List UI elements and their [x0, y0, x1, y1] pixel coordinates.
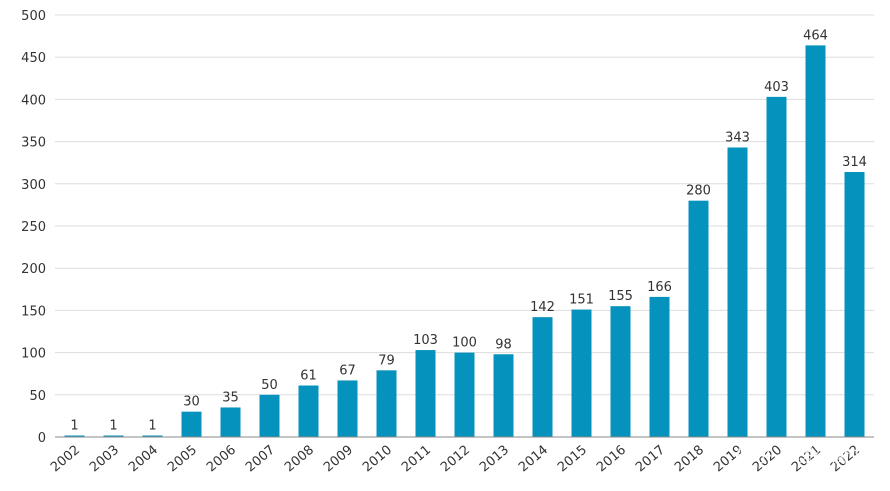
x-tick-label: 2013	[477, 443, 512, 476]
bar-2015	[571, 309, 592, 437]
x-tick-label: 2011	[399, 443, 434, 476]
y-tick-label: 450	[21, 51, 46, 66]
x-tick-label: 2017	[633, 443, 668, 476]
x-tick-label: 2002	[48, 443, 83, 476]
data-label-2019: 343	[725, 131, 750, 146]
bar-2021	[805, 45, 826, 437]
y-tick-label: 350	[21, 136, 46, 151]
data-label-2010: 79	[378, 353, 395, 368]
bar-2005	[181, 411, 202, 437]
data-label-2004: 1	[148, 419, 156, 434]
y-tick-label: 50	[29, 389, 46, 404]
bar-2006	[220, 407, 241, 437]
data-label-2021: 464	[803, 28, 828, 43]
data-label-2016: 155	[608, 289, 633, 304]
y-tick-label: 250	[21, 220, 46, 235]
x-tick-label: 2009	[321, 443, 356, 476]
y-tick-label: 300	[21, 178, 46, 193]
y-tick-label: 400	[21, 93, 46, 108]
y-tick-label: 150	[21, 304, 46, 319]
data-label-2014: 142	[530, 300, 555, 315]
bar-2003	[103, 435, 124, 437]
x-tick-label: 2015	[555, 443, 590, 476]
bar-2011	[415, 350, 436, 437]
bar-2009	[337, 380, 358, 437]
y-axis-ticks: 0 50 100 150 200 250 300 350 400 450 500	[21, 9, 46, 446]
bar-2016	[610, 306, 631, 437]
bar-2014	[532, 317, 553, 437]
data-label-2015: 151	[569, 293, 594, 308]
data-label-2017: 166	[647, 280, 672, 295]
x-tick-label: 2018	[672, 443, 707, 476]
x-tick-label: 2006	[204, 443, 239, 476]
y-tick-label: 500	[21, 9, 46, 24]
bars	[64, 45, 865, 438]
x-tick-label: 2003	[87, 443, 122, 476]
data-label-2006: 35	[222, 390, 239, 405]
x-tick-label: 2012	[438, 443, 473, 476]
bar-2018	[688, 200, 709, 437]
data-label-2003: 1	[109, 419, 117, 434]
data-label-2018: 280	[686, 184, 711, 199]
bar-2013	[493, 354, 514, 437]
x-tick-label: 2007	[243, 443, 278, 476]
data-label-2007: 50	[261, 378, 278, 393]
bar-2004	[142, 435, 163, 437]
data-label-2008: 61	[300, 369, 317, 384]
data-label-2011: 103	[413, 333, 438, 348]
data-label-2009: 67	[339, 363, 356, 378]
grid-lines	[55, 14, 874, 396]
x-tick-label: 2005	[165, 443, 200, 476]
bar-2010	[376, 370, 397, 437]
bar-2012	[454, 352, 475, 437]
data-labels: 1 1 1 30 35 50 61 67 79 103 100 98 142 151 155 166 280 34…	[70, 28, 867, 433]
data-label-2022: 314	[842, 155, 867, 170]
bar-2017	[649, 296, 670, 437]
x-tick-label: 2010	[360, 443, 395, 476]
data-label-2002: 1	[70, 419, 78, 434]
data-label-2013: 98	[495, 337, 512, 352]
bar-2019	[727, 147, 748, 437]
watermark: 知乎 @医药魔方	[736, 446, 868, 467]
data-label-2012: 100	[452, 336, 477, 351]
y-tick-label: 100	[21, 347, 46, 362]
x-tick-label: 2016	[594, 443, 629, 476]
y-tick-label: 0	[38, 431, 46, 446]
x-tick-label: 2004	[126, 443, 161, 476]
y-tick-label: 200	[21, 262, 46, 277]
data-label-2005: 30	[183, 395, 200, 410]
bar-2020	[766, 96, 787, 438]
bar-2002	[64, 435, 85, 437]
x-tick-label: 2014	[516, 443, 551, 476]
bar-2008	[298, 385, 319, 437]
bar-2022	[844, 171, 865, 437]
x-tick-label: 2008	[282, 443, 317, 476]
data-label-2020: 403	[764, 80, 789, 95]
bar-2007	[259, 394, 280, 437]
